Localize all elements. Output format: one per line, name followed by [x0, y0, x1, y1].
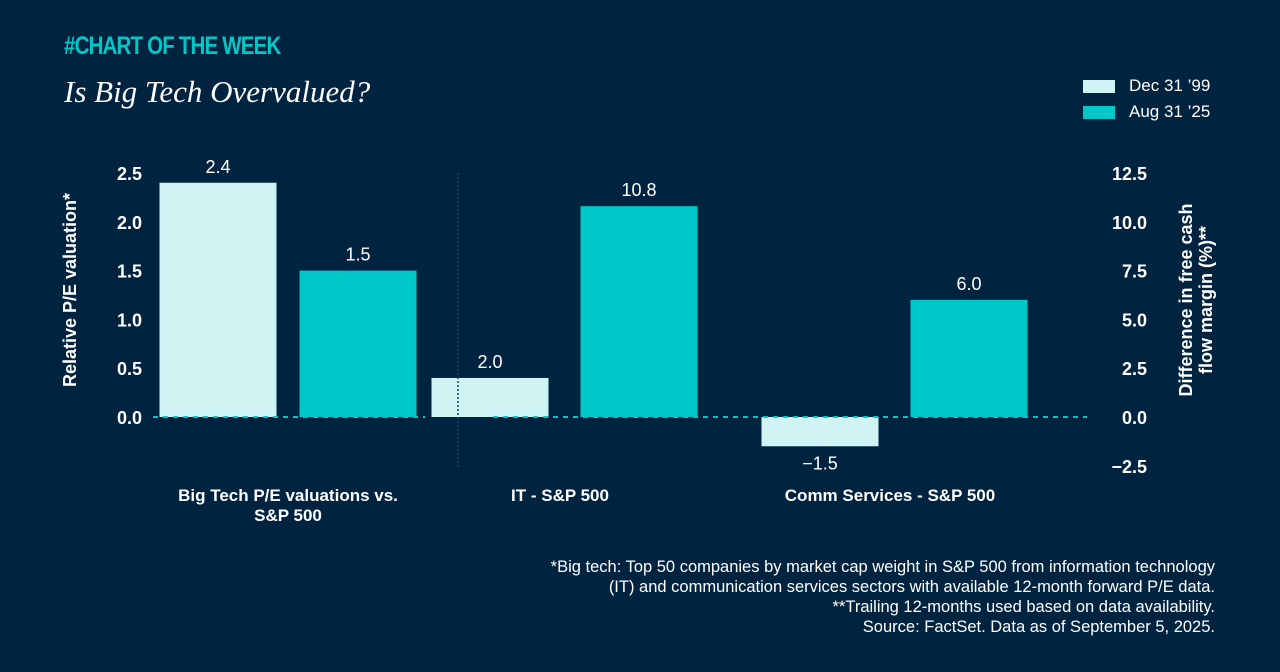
bar-1-1-1	[910, 299, 1028, 417]
y-tick-label-0-5: 2.5	[117, 164, 142, 184]
category-label-1-1-0: Comm Services - S&P 500	[785, 486, 995, 505]
data-label-0-0-0: 2.4	[205, 157, 230, 177]
legend: Dec 31 ’99 Aug 31 ’25	[1083, 73, 1210, 125]
footnote-big-tech-1: *Big tech: Top 50 companies by market ca…	[550, 558, 1215, 576]
y-tick-label-1-4: 7.5	[1122, 262, 1147, 282]
footnote-big-tech-2: (IT) and communication services sectors …	[608, 578, 1215, 596]
bar-0-0-0	[159, 182, 277, 417]
legend-item-2025: Aug 31 ’25	[1083, 99, 1210, 125]
data-label-1-1-1: 6.0	[956, 274, 981, 294]
y-tick-label-1-2: 2.5	[1122, 359, 1147, 379]
kicker-label: #CHART OF THE WEEK	[64, 32, 281, 60]
footnotes: *Big tech: Top 50 companies by market ca…	[551, 557, 1215, 637]
y-axis-label-1-1: flow margin (%)**	[1196, 226, 1216, 374]
legend-swatch-2025	[1083, 105, 1115, 119]
chart-title: Is Big Tech Overvalued?	[64, 74, 371, 109]
y-tick-label-0-1: 0.5	[117, 359, 142, 379]
bar-0-0-1	[299, 270, 417, 417]
y-tick-label-1-0: −2.5	[1111, 457, 1147, 477]
category-label-1-0-0: IT - S&P 500	[511, 486, 609, 505]
legend-swatch-1999	[1083, 79, 1115, 93]
category-label-0-0-1: S&P 500	[254, 506, 322, 525]
y-tick-label-0-3: 1.5	[117, 262, 142, 282]
legend-label-2025: Aug 31 ’25	[1129, 102, 1211, 121]
data-label-0-0-1: 1.5	[345, 245, 370, 265]
bar-1-1-0	[761, 417, 879, 447]
bar-1-0-1	[580, 206, 698, 417]
footnote-trailing: **Trailing 12-months used based on data …	[832, 598, 1215, 616]
y-tick-label-1-1: 0.0	[1122, 408, 1147, 428]
data-label-1-0-1: 10.8	[621, 180, 656, 200]
footnote-source: Source: FactSet. Data as of September 5,…	[862, 618, 1215, 636]
data-label-1-1-0: −1.5	[802, 453, 838, 473]
y-tick-label-1-6: 12.5	[1112, 164, 1147, 184]
y-tick-label-0-0: 0.0	[117, 408, 142, 428]
y-tick-label-0-2: 1.0	[117, 310, 142, 330]
y-axis-label-0-0: Relative P/E valuation*	[60, 193, 80, 387]
legend-item-1999: Dec 31 ’99	[1083, 73, 1210, 99]
category-label-0-0-0: Big Tech P/E valuations vs.	[178, 486, 398, 505]
y-axis-label-1-0: Difference in free cash	[1176, 203, 1196, 396]
y-tick-label-1-3: 5.0	[1122, 310, 1147, 330]
legend-label-1999: Dec 31 ’99	[1129, 76, 1211, 95]
data-label-1-0-0: 2.0	[477, 352, 502, 372]
bar-1-0-0	[431, 377, 549, 417]
y-tick-label-1-5: 10.0	[1112, 213, 1147, 233]
y-tick-label-0-4: 2.0	[117, 213, 142, 233]
